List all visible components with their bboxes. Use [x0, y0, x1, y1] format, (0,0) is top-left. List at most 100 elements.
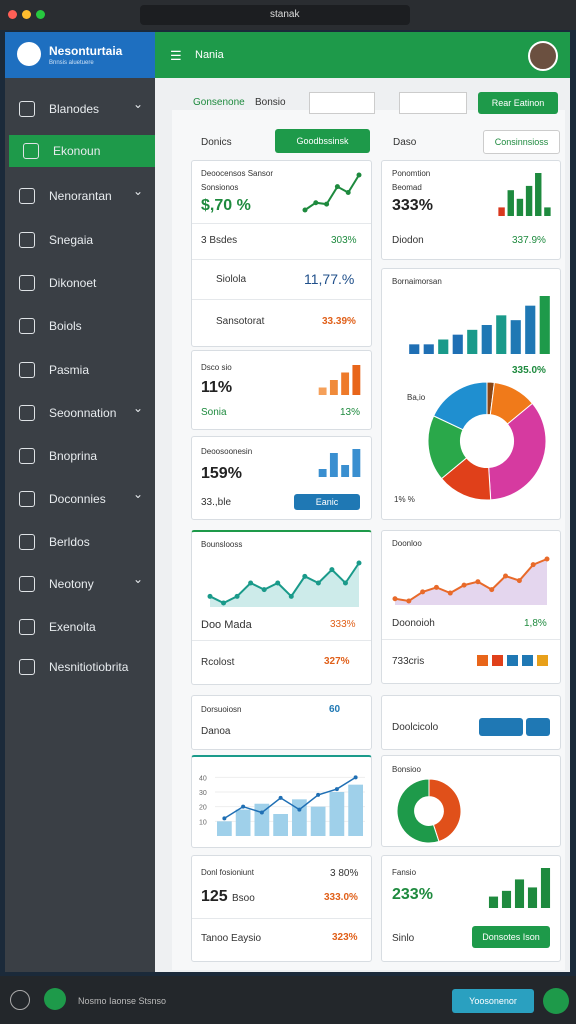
row-label: Doonoioh — [392, 618, 435, 629]
point — [406, 598, 412, 604]
label: Diodon — [392, 235, 424, 246]
bar — [341, 372, 350, 395]
mini-chart — [488, 868, 551, 908]
card-title: Doolcicolo — [392, 722, 439, 733]
label: 1% % — [394, 495, 415, 504]
point — [489, 587, 495, 593]
nav-item[interactable]: Ekonoun — [9, 135, 155, 167]
nav-item[interactable]: Dikonoet — [5, 267, 155, 299]
button[interactable]: Rear Eatinon — [478, 92, 558, 114]
square — [537, 655, 548, 666]
icon-button[interactable] — [543, 988, 569, 1014]
card-title: Donl fosioniunt — [201, 868, 254, 877]
bar — [481, 325, 492, 354]
bar — [352, 449, 361, 477]
nav-label: Nenorantan — [49, 189, 112, 203]
url-bar[interactable]: stanak — [140, 5, 410, 25]
button[interactable] — [526, 718, 550, 736]
mini-chart — [302, 172, 362, 213]
bar — [348, 784, 363, 836]
nav-item[interactable]: Nesnitiotiobrita — [5, 651, 155, 683]
point — [248, 580, 254, 586]
brand: Nesonturtaia Bnnsis aluetuere — [5, 32, 155, 78]
point — [222, 816, 227, 821]
row-label: Doo Mada — [201, 619, 252, 631]
nav-label: Neotony — [49, 577, 94, 591]
card: Doonloo Doonoioh 1,8% 733cris — [381, 530, 561, 684]
bar — [318, 469, 327, 477]
point — [433, 584, 439, 590]
brand-sub: Bnnsis aluetuere — [49, 60, 94, 66]
label: Sinlo — [392, 933, 415, 944]
nav-label: Blanodes — [49, 102, 100, 116]
point — [241, 804, 246, 809]
button[interactable]: Goodbssinsk — [275, 129, 370, 153]
point — [420, 589, 426, 595]
header: ☰ Nania — [155, 32, 570, 78]
bar — [292, 799, 307, 836]
input[interactable] — [309, 92, 375, 114]
bar — [467, 329, 478, 354]
nav-item[interactable]: Blanodes ⌄ — [5, 93, 155, 125]
point — [392, 596, 398, 602]
nav-item[interactable]: Seoonnation ⌄ — [5, 397, 155, 429]
button[interactable]: Eanic — [294, 494, 360, 510]
input[interactable] — [399, 92, 467, 114]
bar — [329, 453, 338, 477]
nav-item[interactable]: Doconnies ⌄ — [5, 483, 155, 515]
nav-item[interactable]: Snegaia — [5, 224, 155, 256]
nav-item[interactable]: Nenorantan ⌄ — [5, 180, 155, 212]
label: 33.,ble — [201, 497, 232, 508]
unit: Bsoo — [232, 893, 255, 904]
nav-label: Pasmia — [49, 363, 90, 377]
mini-chart — [318, 449, 361, 477]
button[interactable]: Yoosonenor — [452, 989, 534, 1013]
nav-item[interactable]: Berldos — [5, 526, 155, 558]
point — [329, 567, 335, 573]
card-title: Fansio — [392, 868, 417, 877]
bar — [452, 334, 463, 354]
point — [313, 200, 319, 206]
point — [353, 775, 358, 780]
kpi: 159% — [201, 465, 242, 482]
line-chart — [207, 560, 362, 607]
tab[interactable]: Bonsio — [255, 97, 286, 108]
card: Bornaimorsan 335.0% Ba,io 1% % — [381, 268, 561, 520]
slice — [488, 402, 547, 501]
bar — [310, 806, 326, 836]
slice — [432, 381, 488, 431]
point — [461, 582, 467, 588]
point — [516, 578, 522, 584]
point — [275, 580, 281, 586]
card-title: Doonloo — [392, 539, 422, 548]
card-title: Bornaimorsan — [392, 277, 442, 286]
row-label: 733cris — [392, 656, 425, 667]
nav-item[interactable]: Bnoprina — [5, 440, 155, 472]
row-value: 303% — [331, 235, 357, 246]
nav-item[interactable]: Pasmia — [5, 354, 155, 386]
nav-item[interactable]: Exenoita — [5, 611, 155, 643]
row-value: 33.39% — [322, 316, 356, 327]
tab-title: Donics — [201, 137, 232, 148]
point — [342, 580, 348, 586]
card: Donl fosioniunt 3 80% 125 Bsoo 333.0% Ta… — [191, 855, 372, 962]
point — [278, 795, 283, 800]
tab[interactable]: Gonsenone — [193, 97, 245, 108]
bar — [438, 339, 449, 354]
avatar[interactable] — [528, 41, 558, 71]
brand-name: Nesonturtaia — [49, 44, 123, 58]
row-label: 3 Bsdes — [201, 235, 238, 246]
line — [223, 776, 357, 820]
button[interactable]: Consinnsioss — [483, 130, 560, 154]
nav-label: Boiols — [49, 319, 82, 333]
nav-item[interactable]: Boiols — [5, 310, 155, 342]
nav-label: Ekonoun — [53, 144, 101, 158]
button[interactable]: Donsotes Ison — [472, 926, 550, 948]
footer-bar: Nosmo Iaonse Stsnso Yoosonenor — [0, 976, 576, 1024]
bar — [544, 207, 551, 216]
row-label: Sansotorat — [216, 316, 265, 327]
nav-label: Seoonnation — [49, 406, 117, 420]
value: 60 — [329, 704, 341, 715]
nav-item[interactable]: Neotony ⌄ — [5, 568, 155, 600]
button[interactable] — [479, 718, 523, 736]
